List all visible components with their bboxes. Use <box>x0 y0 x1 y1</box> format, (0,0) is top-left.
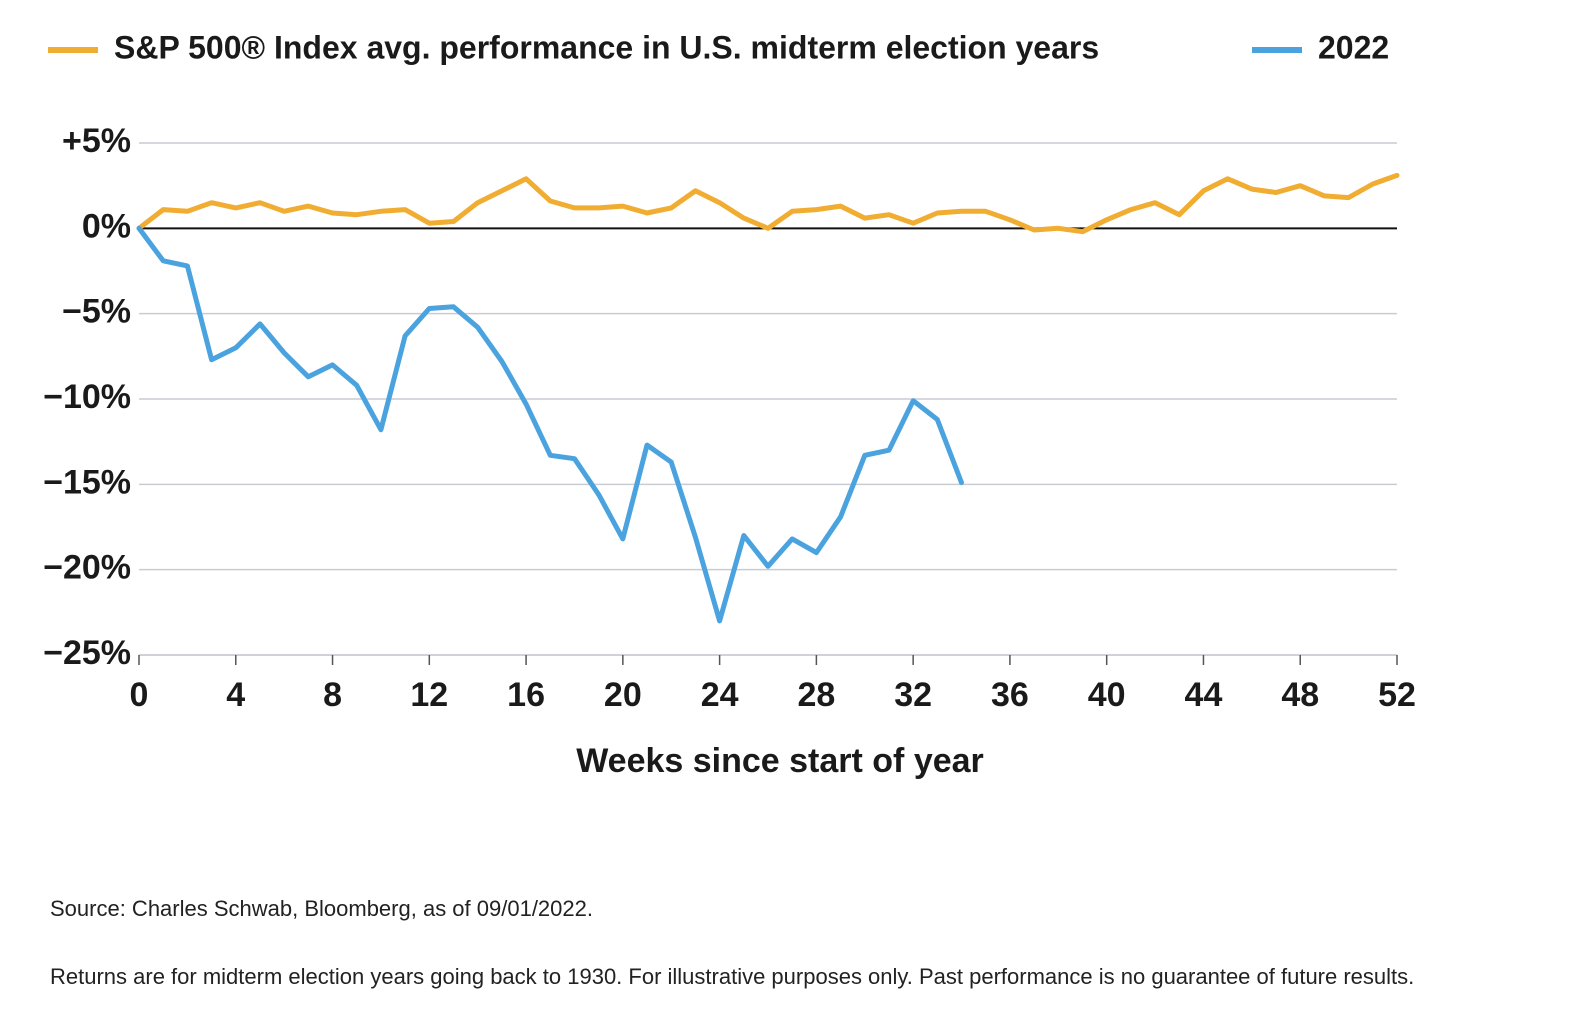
x-tick-label: 44 <box>1185 676 1223 714</box>
y-tick-label: −15% <box>43 463 131 501</box>
x-tick-label: 28 <box>797 676 835 714</box>
x-axis-label: Weeks since start of year <box>576 742 984 780</box>
series-line <box>136 172 1400 235</box>
x-tick-label: 48 <box>1281 676 1319 714</box>
disclaimer-note: Returns are for midterm election years g… <box>50 964 1414 989</box>
x-tick-label: 40 <box>1088 676 1126 714</box>
legend-label: S&P 500® Index avg. performance in U.S. … <box>114 29 1099 65</box>
y-tick-label: −25% <box>43 634 131 672</box>
x-tick-label: 0 <box>130 676 149 714</box>
x-tick-label: 24 <box>701 676 739 714</box>
x-tick-label: 52 <box>1378 676 1416 714</box>
x-tick-label: 4 <box>226 676 245 714</box>
x-tick-label: 16 <box>507 676 545 714</box>
y-tick-label: 0% <box>82 207 131 245</box>
x-tick-label: 36 <box>991 676 1029 714</box>
x-tick-label: 20 <box>604 676 642 714</box>
y-tick-label: −10% <box>43 378 131 416</box>
y-tick-label: −5% <box>62 293 131 331</box>
x-tick-label: 32 <box>894 676 932 714</box>
x-tick-label: 12 <box>410 676 448 714</box>
series-line <box>136 225 964 624</box>
legend-label: 2022 <box>1318 29 1389 65</box>
y-tick-label: +5% <box>62 122 131 160</box>
y-tick-label: −20% <box>43 549 131 587</box>
x-tick-label: 8 <box>323 676 342 714</box>
source-note: Source: Charles Schwab, Bloomberg, as of… <box>50 896 593 921</box>
